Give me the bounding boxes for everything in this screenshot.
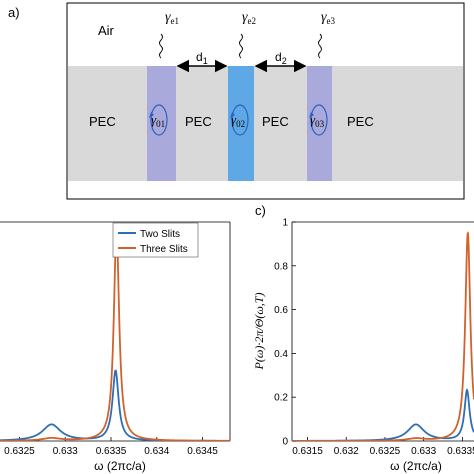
- loss-loop-2: [231, 104, 249, 136]
- air-label: Air: [98, 23, 115, 38]
- chart-c-axes: [291, 221, 474, 442]
- x-tick-label: 0.633: [53, 446, 78, 457]
- gamma-03-label: γ03: [310, 112, 325, 129]
- x-tick-label: 0.632: [334, 446, 359, 457]
- legend-label-three-slits: Three Slits: [140, 244, 188, 255]
- x-tick-label: 0.6315: [292, 446, 323, 457]
- legend-box: [112, 222, 199, 258]
- pec-label-2: PEC: [185, 114, 212, 129]
- series-line-two-slits: [292, 388, 474, 441]
- y-tick-label: 0: [282, 437, 288, 448]
- panel-c-label: c): [255, 203, 266, 218]
- pec-label-4: PEC: [347, 114, 374, 129]
- loss-loop-3: [310, 104, 328, 136]
- loop-arrowhead-3: [309, 112, 314, 118]
- legend-label-two-slits: Two Slits: [140, 229, 180, 240]
- emission-wave-1: [159, 33, 163, 59]
- y-tick-label: 1: [282, 218, 288, 229]
- x-tick-label: 0.6345: [187, 446, 218, 457]
- gap-label-d1: d1: [196, 50, 208, 66]
- chart-b-x-label: ω (2πc/a): [94, 459, 146, 473]
- x-tick-label: 0.6335: [96, 446, 127, 457]
- schematic-panel: Air PEC PEC PEC PEC d1 d2 γe1 γe2 γe3 γ0…: [66, 2, 465, 200]
- y-tick-label: 0.2: [274, 393, 288, 404]
- pec-region: [68, 66, 463, 181]
- chart-b-series: [0, 228, 230, 441]
- chart-c-series: [292, 231, 474, 441]
- y-tick-label: 0.6: [274, 305, 288, 316]
- emission-wave-2: [239, 33, 243, 59]
- x-tick-label: 0.6325: [370, 446, 401, 457]
- y-tick-label: 0.8: [274, 261, 288, 272]
- loss-loop-1: [150, 104, 168, 136]
- series-line-three-slits: [0, 228, 230, 441]
- pec-label-1: PEC: [89, 114, 116, 129]
- chart-c-x-label: ω (2πc/a): [390, 459, 442, 473]
- y-tick-label: 0.4: [274, 349, 288, 360]
- x-tick-label: 0.6325: [4, 446, 35, 457]
- loop-arrowhead-2: [230, 112, 235, 118]
- emission-wave-3: [318, 33, 322, 59]
- x-tick-label: 0.6335: [447, 446, 474, 457]
- x-tick-label: 0.633: [411, 446, 436, 457]
- gamma-e2-label: γe2: [242, 10, 256, 26]
- x-tick-label: 0.634: [144, 446, 169, 457]
- gamma-01-label: γ01: [151, 112, 165, 129]
- gamma-02-label: γ02: [231, 112, 245, 129]
- gamma-e3-label: γe3: [321, 10, 336, 26]
- series-line-two-slits: [0, 369, 230, 441]
- slit-1: [147, 66, 176, 181]
- panel-a-label: a): [8, 5, 20, 20]
- chart-b: 0.6325 0.633 0.6335 0.634 0.6345 ω (2πc/a) T…: [0, 221, 231, 473]
- gamma-e1-label: γe1: [165, 10, 179, 26]
- gap-label-d2: d2: [275, 50, 287, 66]
- series-line-three-slits: [292, 231, 474, 441]
- loop-arrowhead-1: [149, 112, 154, 118]
- chart-c-y-ticks: 0 0.2 0.4 0.6 0.8 1: [274, 218, 296, 448]
- chart-b-legend: Two Slits Three Slits: [112, 222, 199, 258]
- chart-c: 0 0.2 0.4 0.6 0.8 1 0.6315 0.632 0.6325 0.633 0.6…: [252, 218, 474, 473]
- pec-label-3: PEC: [262, 114, 289, 129]
- chart-c-y-label: P(ω)·2π/Θ(ω,T): [252, 293, 266, 371]
